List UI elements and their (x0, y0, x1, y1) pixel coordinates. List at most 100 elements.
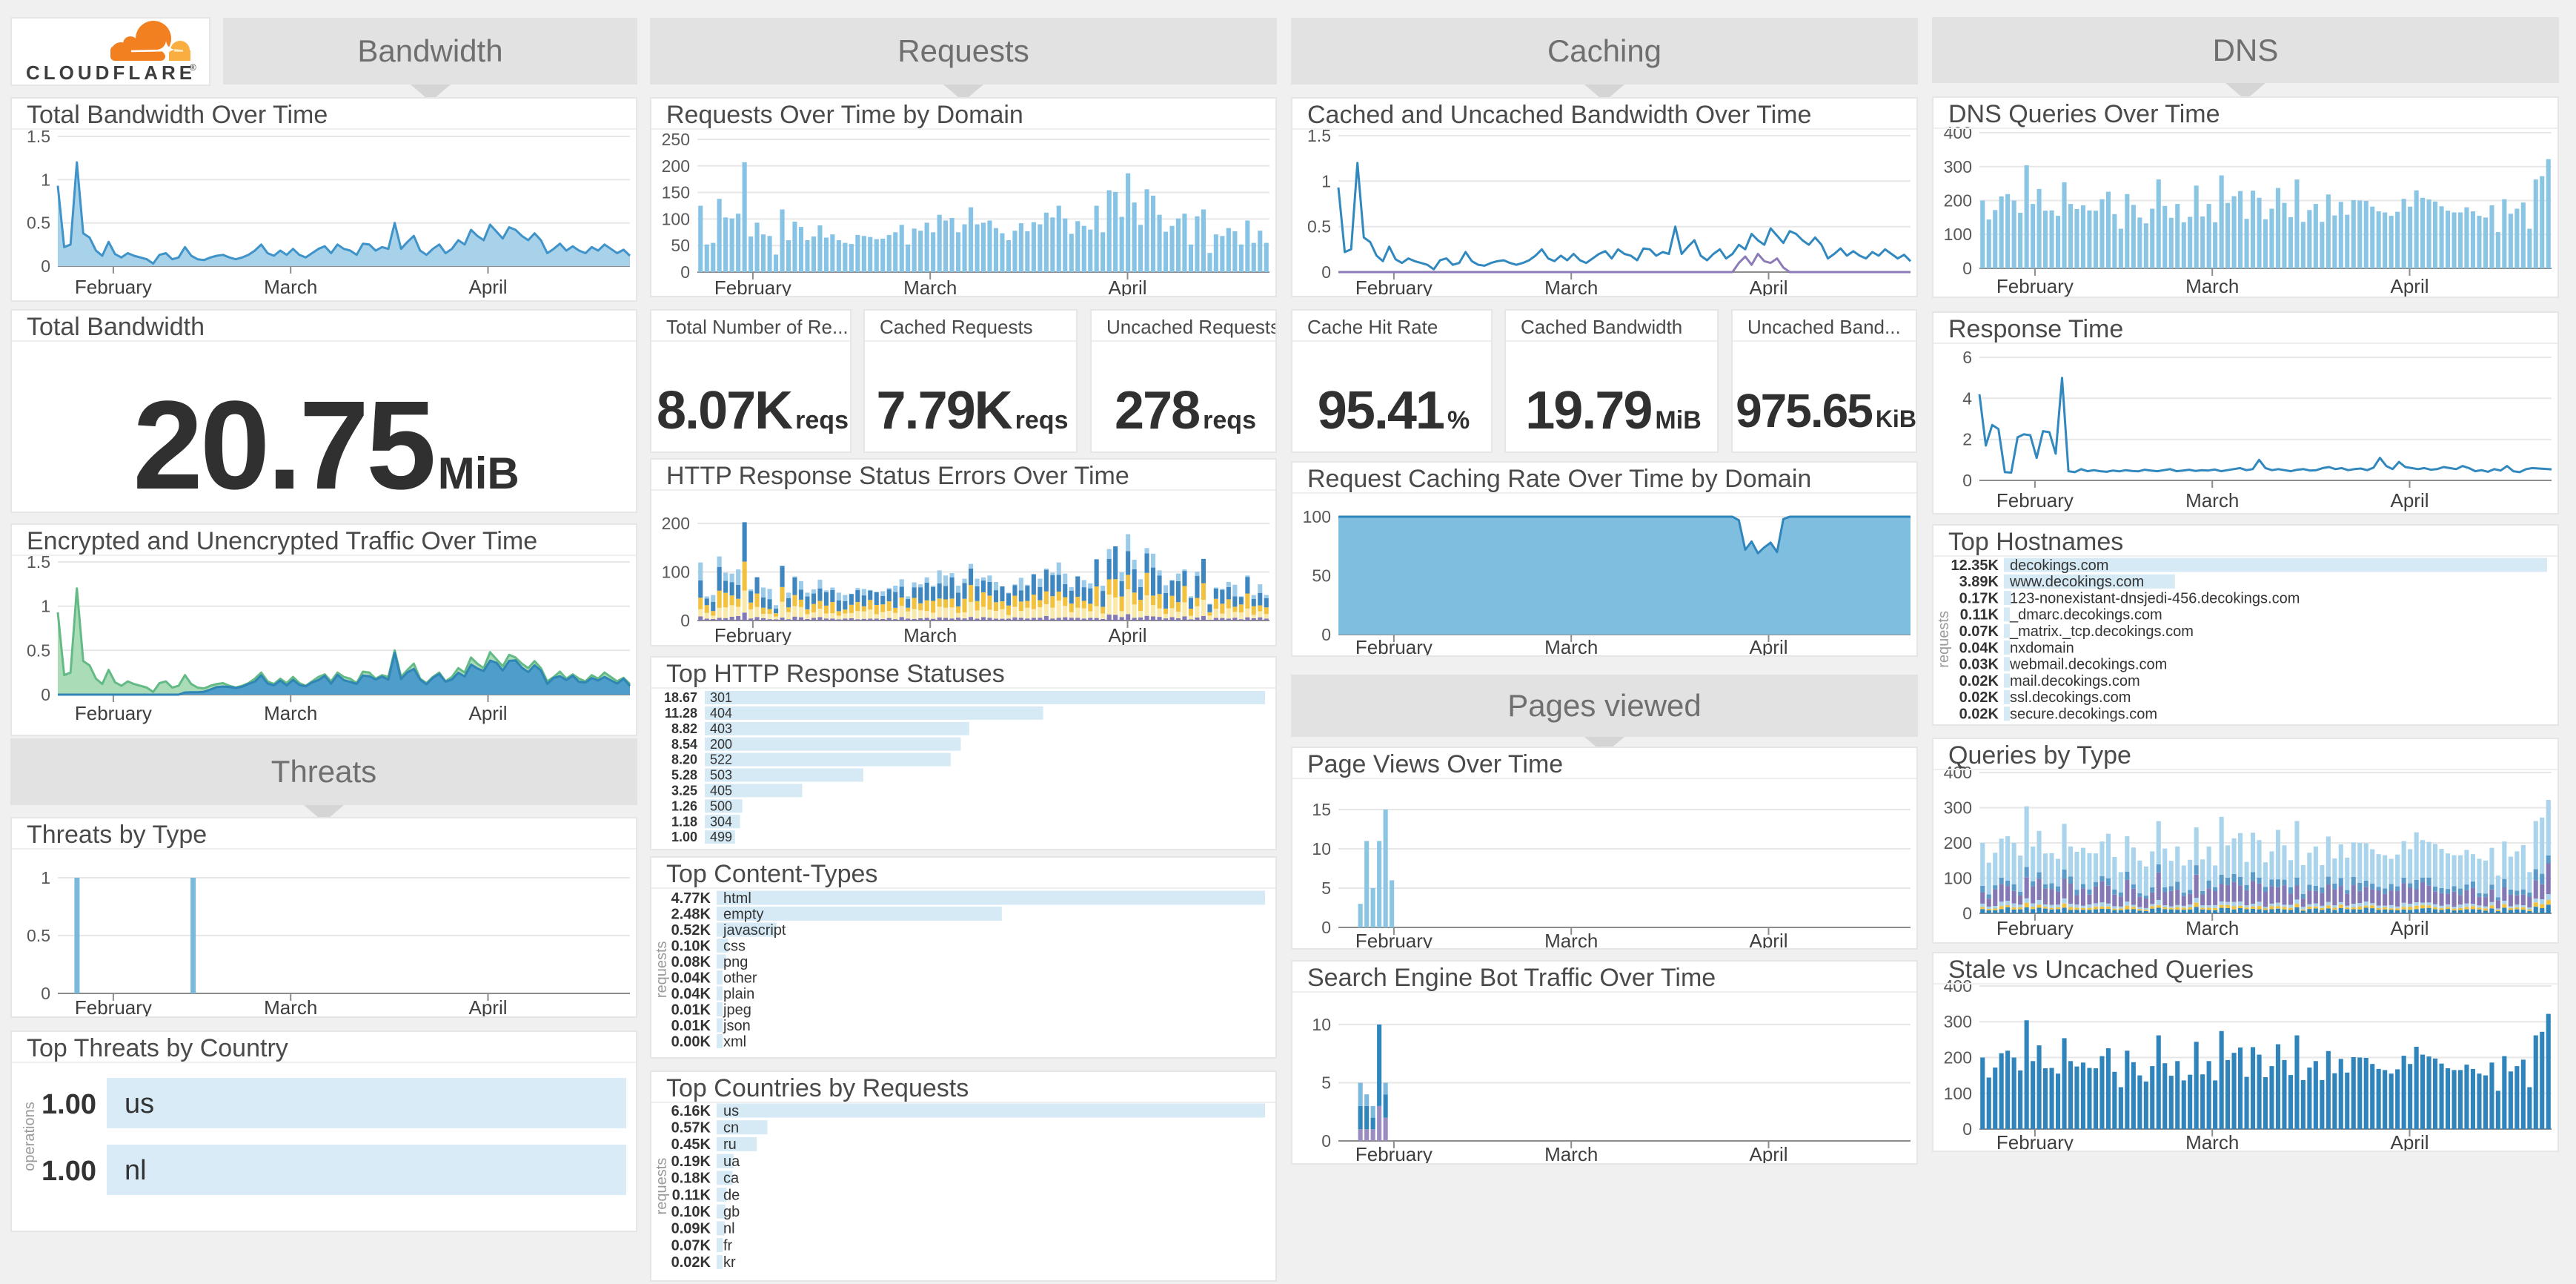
svg-text:decokings.com: decokings.com (2010, 557, 2108, 574)
svg-text:_dmarc.decokings.com: _dmarc.decokings.com (2009, 607, 2162, 623)
svg-text:100: 100 (1944, 1084, 1972, 1103)
svg-text:ru: ru (723, 1136, 737, 1153)
svg-text:1: 1 (1321, 171, 1331, 191)
svg-text:100: 100 (1944, 869, 1972, 888)
svg-text:fr: fr (723, 1237, 733, 1254)
svg-text:3.25: 3.25 (671, 784, 697, 798)
svg-text:April: April (468, 702, 507, 724)
svg-text:300: 300 (1944, 798, 1972, 818)
svg-text:us: us (125, 1088, 154, 1119)
svg-text:0.5: 0.5 (1307, 217, 1331, 236)
svg-text:April: April (2390, 917, 2429, 939)
svg-text:March: March (903, 277, 957, 296)
svg-text:0.00K: 0.00K (671, 1033, 711, 1050)
svg-text:February: February (1996, 489, 2074, 512)
svg-text:March: March (1544, 930, 1598, 948)
svg-text:123-nonexistant-dnsjedi-456.de: 123-nonexistant-dnsjedi-456.decokings.co… (2010, 590, 2300, 606)
svg-text:0: 0 (680, 611, 690, 630)
svg-text:nl: nl (125, 1155, 147, 1186)
svg-text:0.5: 0.5 (27, 641, 50, 660)
svg-text:webmail.decokings.com: webmail.decokings.com (2009, 657, 2167, 673)
svg-text:0.02K: 0.02K (1959, 706, 1999, 723)
svg-text:100: 100 (1944, 225, 1972, 244)
svg-text:5: 5 (1321, 1073, 1331, 1093)
svg-text:50: 50 (671, 236, 690, 255)
svg-text:March: March (2185, 275, 2239, 297)
svg-text:11.28: 11.28 (665, 706, 697, 721)
svg-text:499: 499 (710, 830, 732, 844)
svg-text:1: 1 (41, 597, 50, 616)
svg-text:1: 1 (41, 170, 50, 189)
svg-text:5.28: 5.28 (671, 768, 697, 783)
svg-text:0.18K: 0.18K (671, 1171, 711, 1187)
svg-text:150: 150 (662, 183, 690, 202)
svg-text:0.57K: 0.57K (671, 1120, 711, 1136)
svg-text:0: 0 (41, 984, 50, 1003)
svg-text:February: February (1996, 917, 2074, 939)
svg-text:0.01K: 0.01K (671, 1002, 711, 1018)
svg-text:400: 400 (1944, 763, 1972, 782)
svg-text:0.52K: 0.52K (671, 922, 711, 939)
svg-text:12.35K: 12.35K (1951, 557, 1999, 574)
svg-text:1.00: 1.00 (671, 830, 697, 844)
svg-text:March: March (1544, 636, 1598, 655)
svg-text:March: March (1544, 1143, 1598, 1163)
svg-text:0.09K: 0.09K (671, 1221, 711, 1237)
svg-text:100: 100 (662, 563, 690, 582)
svg-text:0.04K: 0.04K (671, 986, 711, 1002)
svg-text:_matrix._tcp.decokings.com: _matrix._tcp.decokings.com (2009, 623, 2194, 640)
svg-text:0: 0 (1962, 259, 1972, 278)
svg-text:500: 500 (710, 798, 732, 813)
svg-text:ssl.decokings.com: ssl.decokings.com (2010, 689, 2131, 706)
svg-text:0.10K: 0.10K (671, 938, 711, 954)
svg-text:400: 400 (1944, 976, 1972, 996)
svg-text:March: March (2185, 917, 2239, 939)
svg-text:0.17K: 0.17K (1959, 590, 1999, 606)
svg-text:April: April (1749, 930, 1787, 948)
svg-text:0.02K: 0.02K (671, 1254, 711, 1271)
svg-text:April: April (468, 276, 507, 298)
svg-text:0: 0 (1321, 262, 1331, 282)
svg-text:jpeg: jpeg (723, 1002, 751, 1018)
svg-text:February: February (1355, 277, 1433, 296)
svg-text:mail.decokings.com: mail.decokings.com (2010, 673, 2140, 689)
svg-text:18.67: 18.67 (664, 690, 697, 705)
svg-text:ca: ca (723, 1171, 740, 1187)
svg-text:requests: requests (1936, 611, 1952, 668)
svg-text:5: 5 (1321, 878, 1331, 898)
svg-text:8.20: 8.20 (671, 752, 697, 767)
svg-text:March: March (264, 702, 317, 724)
svg-text:200: 200 (1944, 1048, 1972, 1068)
svg-text:0: 0 (1321, 1131, 1331, 1151)
svg-text:February: February (1996, 1131, 2074, 1151)
svg-text:CLOUDFLARE: CLOUDFLARE (26, 62, 196, 84)
svg-text:March: March (2185, 489, 2239, 512)
svg-text:304: 304 (710, 814, 732, 829)
svg-text:February: February (75, 996, 152, 1016)
svg-text:0.07K: 0.07K (671, 1237, 711, 1254)
svg-text:6.16K: 6.16K (671, 1103, 711, 1119)
svg-text:April: April (1108, 624, 1146, 645)
svg-text:css: css (723, 938, 746, 954)
svg-text:February: February (75, 702, 152, 724)
svg-text:1.18: 1.18 (671, 814, 697, 829)
svg-text:404: 404 (710, 706, 732, 721)
svg-text:100: 100 (662, 209, 690, 228)
svg-text:1.26: 1.26 (671, 798, 697, 813)
svg-text:png: png (723, 954, 748, 970)
svg-text:April: April (1749, 277, 1787, 296)
svg-text:0.02K: 0.02K (1959, 689, 1999, 706)
svg-text:February: February (1355, 930, 1433, 948)
svg-text:200: 200 (1944, 833, 1972, 853)
svg-text:2: 2 (1962, 430, 1972, 449)
svg-text:requests: requests (654, 941, 670, 998)
svg-text:0.5: 0.5 (27, 214, 50, 233)
svg-text:1.00: 1.00 (42, 1089, 96, 1120)
svg-text:March: March (264, 996, 317, 1016)
svg-text:0.07K: 0.07K (1959, 623, 1999, 640)
svg-text:250: 250 (662, 130, 690, 149)
svg-text:0.5: 0.5 (27, 926, 50, 945)
svg-text:www.decokings.com: www.decokings.com (2009, 574, 2144, 590)
svg-text:10: 10 (1312, 1015, 1331, 1034)
svg-text:4: 4 (1962, 388, 1972, 408)
